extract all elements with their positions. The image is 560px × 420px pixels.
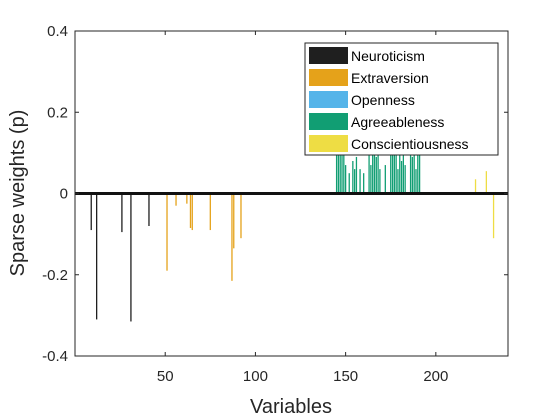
x-tick-label: 150 xyxy=(333,368,358,385)
legend-swatch-conscientiousness xyxy=(309,135,348,152)
legend-swatch-agreeableness xyxy=(309,113,348,130)
y-tick-label: 0.2 xyxy=(47,104,68,121)
x-tick-label: 100 xyxy=(243,368,268,385)
y-tick-label: 0 xyxy=(60,186,68,203)
y-tick-label: 0.4 xyxy=(47,23,68,40)
legend-label-neuroticism: Neuroticism xyxy=(351,48,425,64)
legend-label-agreeableness: Agreeableness xyxy=(351,114,444,130)
x-tick-label: 200 xyxy=(423,368,448,385)
legend-swatch-extraversion xyxy=(309,69,348,86)
y-tick-label: -0.2 xyxy=(42,267,68,284)
x-axis-label: Variables xyxy=(250,396,332,418)
legend-swatch-neuroticism xyxy=(309,47,348,64)
y-tick-label: -0.4 xyxy=(42,348,68,365)
x-tick-label: 50 xyxy=(157,368,174,385)
y-axis-label: Sparse weights (p) xyxy=(7,110,29,277)
x-axis-ticks: 50 100 150 200 xyxy=(157,31,448,385)
y-axis-ticks: -0.4 -0.2 0 0.2 0.4 xyxy=(42,23,508,365)
legend: Neuroticism Extraversion Openness Agreeable… xyxy=(304,42,499,156)
legend-label-openness: Openness xyxy=(351,92,415,108)
legend-swatch-openness xyxy=(309,91,348,108)
legend-label-extraversion: Extraversion xyxy=(351,70,429,86)
legend-label-conscientiousness: Conscientiousness xyxy=(351,136,469,152)
